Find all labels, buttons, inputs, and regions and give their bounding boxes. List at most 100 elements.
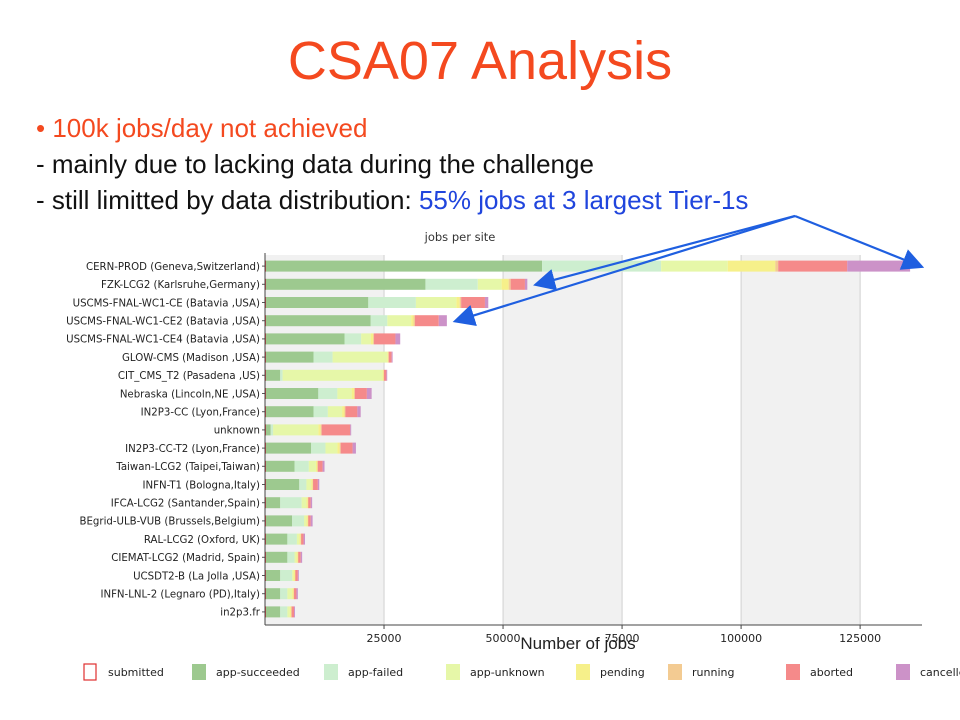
bar-segment: [280, 606, 288, 618]
bar-segment: [388, 351, 392, 363]
x-tick-label: 100000: [720, 632, 762, 645]
bar-segment: [265, 278, 426, 290]
bar-segment: [351, 388, 355, 399]
bar-segment: [354, 388, 355, 399]
x-tick-label: 50000: [486, 632, 521, 645]
bar-segment: [294, 460, 309, 472]
category-label: GLOW-CMS (Madison ,USA): [122, 353, 260, 364]
bar-segment: [342, 406, 345, 418]
bar-segment: [413, 315, 415, 327]
x-tick-label: 75000: [605, 632, 640, 645]
bar-segment: [370, 333, 374, 345]
plot-band: [503, 255, 623, 625]
bar-segment: [352, 442, 356, 454]
bar-segment: [287, 606, 290, 618]
bar-segment: [287, 551, 295, 563]
legend-swatch: [576, 664, 590, 680]
bar-segment: [332, 351, 388, 363]
bar-segment: [317, 460, 319, 472]
bar-segment: [265, 460, 295, 472]
category-label: RAL-LCG2 (Oxford, UK): [144, 535, 260, 546]
bar-segment: [265, 606, 281, 618]
bar-segment: [312, 479, 314, 490]
bar-segment: [337, 442, 340, 454]
bar-segment: [289, 606, 292, 618]
category-label: INFN-T1 (Bologna,Italy): [142, 480, 260, 491]
bar-segment: [388, 351, 390, 363]
category-label: INFN-LNL-2 (Legnaro (PD),Italy): [100, 590, 260, 601]
bullet-marker: •: [36, 113, 46, 143]
x-tick-label: 125000: [839, 632, 881, 645]
bar-segment: [292, 588, 294, 600]
category-label: CERN-PROD (Geneva,Switzerland): [86, 262, 260, 273]
bar-segment: [294, 551, 297, 563]
bar-segment: [337, 388, 352, 399]
legend-swatch: [324, 664, 338, 680]
bar-segment: [265, 497, 281, 509]
bar-segment: [459, 297, 462, 308]
legend-label: aborted: [810, 666, 853, 679]
bar-segment: [297, 551, 299, 563]
annotation-arrow: [794, 214, 925, 270]
bar-segment: [320, 424, 322, 436]
bar-segment: [291, 606, 292, 618]
bar-segment: [295, 570, 298, 581]
bar-segment: [298, 551, 301, 563]
bar-segment: [325, 442, 338, 454]
bar-segment: [306, 497, 308, 509]
bar-segment: [477, 278, 502, 290]
bar-segment: [265, 442, 312, 454]
bar-segment: [265, 333, 345, 345]
bar-segment: [300, 533, 302, 545]
bar-segment: [303, 533, 305, 545]
bullet-item-1: • 100k jobs/day not achieved: [36, 110, 946, 146]
plot-band: [622, 255, 742, 625]
legend-label: app-failed: [348, 666, 403, 679]
bar-segment: [307, 497, 309, 509]
annotation-arrow: [452, 214, 796, 327]
bar-segment: [308, 460, 316, 472]
x-axis-label: Number of jobs: [520, 634, 636, 653]
bar-segment: [265, 315, 371, 327]
bar-segment: [280, 369, 283, 381]
legend-label: app-succeeded: [216, 666, 300, 679]
bar-segment: [265, 515, 293, 527]
bar-segment: [280, 570, 293, 581]
category-label: FZK-LCG2 (Karlsruhe,Germany): [101, 280, 260, 291]
legend-swatch: [668, 664, 682, 680]
bar-segment: [382, 369, 384, 381]
bar-segment: [456, 297, 460, 308]
bar-segment: [345, 406, 358, 418]
bar-segment: [311, 479, 313, 490]
category-label: IFCA-LCG2 (Santander,Spain): [111, 499, 260, 510]
bar-segment: [374, 333, 396, 345]
category-label: IN2P3-CC-T2 (Lyon,France): [125, 444, 260, 455]
bar-segment: [301, 533, 304, 545]
plot-band: [265, 255, 385, 625]
category-label: unknown: [214, 426, 260, 437]
bar-segment: [297, 570, 299, 581]
bar-segment: [294, 606, 295, 618]
bar-segment: [273, 424, 319, 436]
bar-segment: [484, 297, 489, 308]
bar-segment: [318, 424, 321, 436]
legend-swatch: [896, 664, 910, 680]
bar-segment: [313, 479, 318, 490]
bar-segment: [287, 588, 293, 600]
legend-label: pending: [600, 666, 645, 679]
bar-segment: [296, 533, 300, 545]
bar-segment: [292, 515, 305, 527]
bar-segment: [510, 278, 525, 290]
bar-segment: [387, 351, 389, 363]
bar-segment: [299, 533, 301, 545]
legend-swatch: [83, 663, 97, 681]
bar-segment: [299, 479, 307, 490]
category-label: in2p3.fr: [220, 608, 261, 619]
plot-band: [860, 255, 922, 625]
bar-segment: [327, 406, 343, 418]
bar-segment: [280, 497, 302, 509]
bar-segment: [354, 388, 367, 399]
bar-segment: [438, 315, 447, 327]
bullet-item-3: - still limitted by data distribution: 5…: [36, 182, 946, 218]
